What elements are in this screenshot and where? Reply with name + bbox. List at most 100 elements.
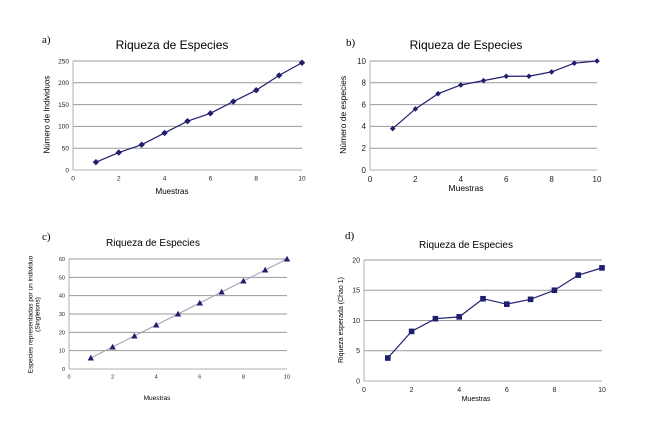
y-tick-label: 0 <box>356 378 360 385</box>
data-point <box>504 301 510 307</box>
data-point <box>548 69 555 75</box>
data-point <box>456 314 462 320</box>
data-point <box>131 332 138 339</box>
x-tick-label: 6 <box>504 175 509 184</box>
data-point <box>575 272 581 278</box>
y-tick-label: 50 <box>62 145 70 152</box>
x-tick-label: 2 <box>111 375 114 381</box>
data-point <box>527 296 534 303</box>
data-point <box>253 87 260 94</box>
data-point <box>503 73 509 80</box>
data-point <box>412 106 419 112</box>
data-point <box>153 321 160 328</box>
x-tick-label: 4 <box>459 175 464 184</box>
x-tick-label: 10 <box>284 375 290 381</box>
x-axis-label: Muestras <box>143 395 171 402</box>
y-tick-label: 10 <box>352 318 360 325</box>
data-point <box>298 59 306 66</box>
y-tick-label: 40 <box>59 294 65 300</box>
x-tick-label: 6 <box>198 375 201 381</box>
data-point <box>283 255 291 262</box>
data-point <box>480 295 486 302</box>
y-tick-label: 2 <box>362 144 367 153</box>
panel-letter: a) <box>42 34 51 46</box>
data-point <box>435 90 441 97</box>
data-point <box>174 310 182 317</box>
data-point <box>207 110 214 117</box>
y-tick-label: 0 <box>62 367 65 373</box>
y-tick-label: 30 <box>59 312 65 318</box>
data-point <box>138 141 145 148</box>
x-tick-label: 6 <box>505 387 509 394</box>
x-tick-label: 2 <box>117 176 121 183</box>
y-tick-label: 150 <box>58 102 69 109</box>
data-point <box>115 149 122 156</box>
x-tick-label: 4 <box>163 176 167 183</box>
data-point <box>196 299 203 306</box>
data-point <box>408 328 415 335</box>
series-line <box>95 62 303 163</box>
data-point <box>571 60 578 66</box>
series-line <box>392 60 598 130</box>
x-tick-label: 0 <box>362 387 366 394</box>
x-tick-label: 0 <box>67 375 70 381</box>
y-tick-label: 20 <box>352 257 360 264</box>
data-point <box>184 117 191 125</box>
data-point <box>161 129 168 137</box>
x-tick-label: 2 <box>410 387 414 394</box>
x-tick-label: 6 <box>209 176 213 183</box>
data-point <box>594 58 600 64</box>
y-tick-label: 15 <box>352 288 360 295</box>
chart-title: Riqueza de Especies <box>419 240 513 251</box>
y-tick-label: 8 <box>362 79 367 88</box>
series-line <box>90 258 288 359</box>
series-line <box>387 267 603 359</box>
data-point <box>275 72 283 79</box>
y-tick-label: 0 <box>362 166 367 175</box>
x-axis-label: Muestras <box>448 183 484 193</box>
x-tick-label: 2 <box>413 175 418 184</box>
x-tick-label: 10 <box>593 175 602 184</box>
x-tick-label: 8 <box>552 387 556 394</box>
y-tick-label: 250 <box>58 58 69 65</box>
y-tick-label: 5 <box>356 348 360 355</box>
data-point <box>480 77 487 84</box>
data-point <box>458 82 464 88</box>
chart-title: Riqueza de Especies <box>106 238 200 249</box>
y-tick-label: 10 <box>357 57 366 66</box>
x-tick-label: 8 <box>242 375 245 381</box>
x-tick-label: 8 <box>549 175 554 184</box>
data-point <box>526 73 532 80</box>
y-tick-label: 100 <box>58 124 69 131</box>
x-tick-label: 0 <box>368 175 373 184</box>
panel-letter: b) <box>346 37 356 49</box>
y-tick-label: 50 <box>59 275 65 281</box>
x-axis-label: Muestras <box>155 187 189 196</box>
data-point <box>87 354 94 361</box>
x-tick-label: 0 <box>71 176 75 183</box>
x-tick-label: 10 <box>298 176 306 183</box>
chart-title: Riqueza de Especies <box>115 38 229 52</box>
y-tick-label: 6 <box>362 100 367 109</box>
data-point <box>240 277 247 284</box>
y-tick-label: 0 <box>65 167 69 174</box>
x-axis-label: Muestras <box>461 396 491 403</box>
panel-letter: c) <box>42 231 51 243</box>
data-point <box>230 98 237 105</box>
chart-title: Riqueza de Especies <box>409 38 523 52</box>
data-point <box>218 288 225 295</box>
x-tick-label: 8 <box>254 176 258 183</box>
x-tick-label: 4 <box>457 387 461 394</box>
data-point <box>385 355 391 361</box>
x-tick-label: 10 <box>598 387 606 394</box>
panel-letter: d) <box>345 230 355 242</box>
y-tick-label: 10 <box>59 349 65 355</box>
x-tick-label: 4 <box>155 375 158 381</box>
y-tick-label: 200 <box>58 80 69 87</box>
data-point <box>262 266 269 273</box>
data-point <box>92 158 100 166</box>
